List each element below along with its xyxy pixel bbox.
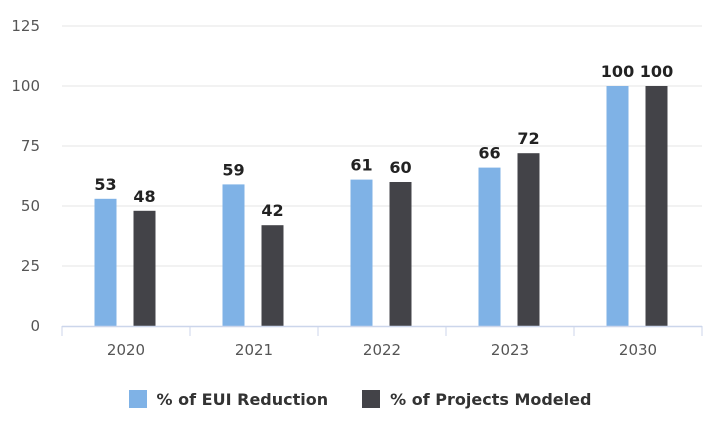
- y-tick-label-25: 25: [21, 257, 40, 275]
- data-label-projects-modeled-2023: 72: [517, 129, 539, 148]
- legend-item-projects-modeled[interactable]: % of Projects Modeled: [362, 390, 591, 409]
- data-labels: 53 48 59 42 61 60 66 72 100 100: [94, 62, 673, 220]
- bar-eui-reduction-2023[interactable]: [478, 167, 501, 326]
- y-tick-label-0: 0: [30, 317, 40, 335]
- data-label-eui-reduction-2023: 66: [478, 144, 500, 163]
- bar-eui-reduction-2022[interactable]: [350, 179, 373, 326]
- data-label-eui-reduction-2030: 100: [601, 62, 634, 81]
- bar-projects-modeled-2021[interactable]: [261, 225, 284, 326]
- bar-eui-reduction-2020[interactable]: [94, 198, 117, 326]
- bar-series: [94, 86, 668, 326]
- x-tick-label-2021: 2021: [235, 341, 273, 359]
- data-label-eui-reduction-2022: 61: [350, 156, 372, 175]
- legend-label-eui-reduction: % of EUI Reduction: [156, 389, 329, 409]
- legend: % of EUI Reduction % of Projects Modeled: [0, 384, 720, 414]
- bar-projects-modeled-2022[interactable]: [389, 182, 412, 326]
- y-axis: 0 25 50 75 100 125: [11, 17, 40, 335]
- y-tick-label-100: 100: [11, 77, 40, 95]
- data-label-projects-modeled-2020: 48: [133, 187, 155, 206]
- legend-item-eui-reduction[interactable]: % of EUI Reduction: [128, 389, 329, 409]
- data-label-projects-modeled-2022: 60: [389, 158, 411, 177]
- bar-projects-modeled-2023[interactable]: [517, 153, 540, 326]
- legend-swatch-projects-modeled: [362, 390, 381, 408]
- y-tick-label-125: 125: [11, 17, 40, 35]
- data-label-projects-modeled-2021: 42: [261, 201, 283, 220]
- bar-projects-modeled-2030[interactable]: [645, 86, 668, 326]
- x-tick-label-2030: 2030: [619, 341, 657, 359]
- data-label-eui-reduction-2020: 53: [94, 175, 116, 194]
- legend-swatch-eui-reduction: [128, 390, 147, 408]
- x-axis: 2020 2021 2022 2023 2030: [61, 325, 703, 359]
- y-tick-label-50: 50: [21, 197, 40, 215]
- grid-lines: [62, 25, 702, 267]
- bar-eui-reduction-2021[interactable]: [222, 184, 245, 326]
- x-tick-label-2023: 2023: [491, 341, 529, 359]
- bar-projects-modeled-2020[interactable]: [133, 210, 156, 326]
- y-tick-label-75: 75: [21, 137, 40, 155]
- bar-eui-reduction-2030[interactable]: [606, 86, 629, 326]
- x-tick-label-2020: 2020: [107, 341, 145, 359]
- legend-label-projects-modeled: % of Projects Modeled: [390, 389, 592, 409]
- data-label-projects-modeled-2030: 100: [640, 62, 673, 81]
- data-label-eui-reduction-2021: 59: [222, 160, 244, 179]
- x-tick-label-2022: 2022: [363, 341, 401, 359]
